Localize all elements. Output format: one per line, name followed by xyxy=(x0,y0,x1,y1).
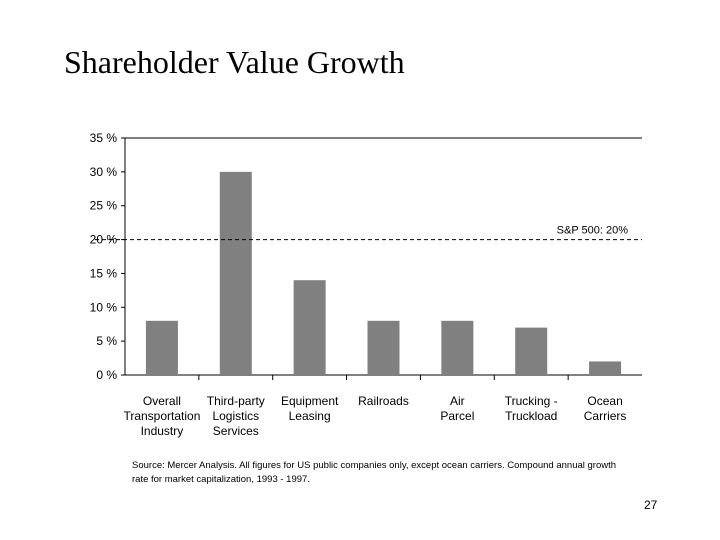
reference-line-label: S&P 500: 20% xyxy=(557,225,629,237)
x-category-label: Trucking -Truckload xyxy=(505,394,558,423)
x-category-label: Railroads xyxy=(358,394,409,408)
slide-title: Shareholder Value Growth xyxy=(64,44,405,80)
page-number: 27 xyxy=(644,498,658,512)
bar xyxy=(589,361,622,375)
bar xyxy=(441,320,474,375)
y-tick-label: 35 % xyxy=(90,131,118,145)
source-note: Source: Mercer Analysis. All figures for… xyxy=(132,460,617,485)
x-category-label: Third-party Logistics Services xyxy=(207,394,265,438)
bar xyxy=(515,327,548,375)
y-tick-label: 5 % xyxy=(96,334,117,348)
y-tick-label: 30 % xyxy=(90,165,118,179)
y-tick-label: 10 % xyxy=(90,300,118,314)
x-category-label: Air Parcel xyxy=(440,394,474,423)
x-category-label: Ocean Carriers xyxy=(584,394,627,423)
y-tick-label: 0 % xyxy=(96,368,117,382)
bar xyxy=(367,320,400,375)
bar xyxy=(219,171,252,375)
y-tick-label: 15 % xyxy=(90,266,118,280)
bar xyxy=(145,320,178,375)
x-category-label: Equipment Leasing xyxy=(281,394,339,423)
y-tick-label: 25 % xyxy=(90,199,118,213)
x-category-label: Overall Transportation Industry xyxy=(123,394,200,438)
bar xyxy=(293,280,326,375)
